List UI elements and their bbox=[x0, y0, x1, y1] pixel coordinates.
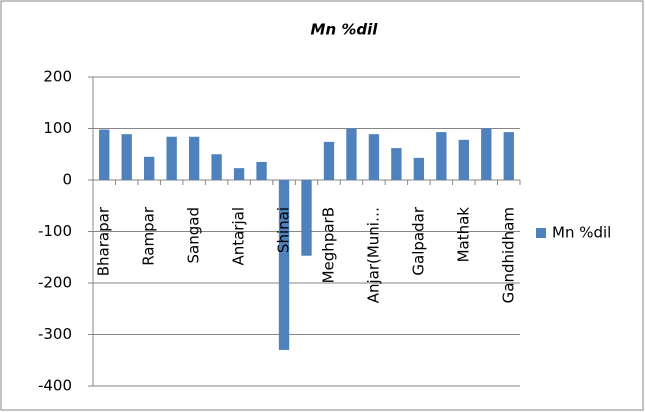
bar bbox=[503, 132, 514, 180]
bar bbox=[301, 180, 312, 256]
x-tick-label: Anjar(Muni… bbox=[364, 207, 382, 303]
y-tick-label: -300 bbox=[38, 325, 72, 343]
x-tick-label: MeghparB bbox=[319, 207, 337, 283]
chart-title: Mn %dil bbox=[311, 21, 379, 39]
bar bbox=[413, 157, 425, 180]
bar bbox=[368, 134, 380, 180]
y-tick-label: -100 bbox=[38, 222, 72, 240]
y-tick-label: -400 bbox=[38, 377, 72, 395]
bar bbox=[211, 154, 222, 180]
bar bbox=[256, 161, 267, 180]
x-tick-label: Bharapar bbox=[95, 206, 113, 276]
bar bbox=[391, 148, 402, 180]
x-tick-label: Mathak bbox=[454, 207, 472, 263]
x-tick-label: Sangad bbox=[185, 207, 203, 263]
bar bbox=[346, 128, 357, 180]
x-tick-label: Shinai bbox=[275, 207, 293, 253]
bar bbox=[233, 168, 245, 180]
x-tick-label: Antarjal bbox=[230, 207, 248, 266]
x-tick-label: Rampar bbox=[140, 206, 158, 266]
bar bbox=[99, 129, 110, 180]
x-tick-label: Galpadar bbox=[409, 206, 427, 275]
bar bbox=[436, 132, 447, 180]
bar bbox=[323, 141, 335, 180]
bar bbox=[278, 180, 290, 350]
y-tick-label: 100 bbox=[43, 119, 72, 137]
bar bbox=[166, 136, 177, 180]
bar bbox=[144, 156, 155, 180]
x-tick-label: Gandhidham bbox=[499, 207, 517, 303]
y-tick-label: -200 bbox=[38, 274, 72, 292]
bar bbox=[458, 139, 469, 180]
legend-swatch bbox=[536, 228, 546, 238]
legend-label: Mn %dil bbox=[552, 224, 611, 242]
y-tick-label: 200 bbox=[43, 68, 72, 86]
y-tick-label: 0 bbox=[62, 171, 72, 189]
bar bbox=[188, 136, 200, 180]
bar bbox=[121, 134, 132, 180]
bar bbox=[481, 128, 492, 180]
